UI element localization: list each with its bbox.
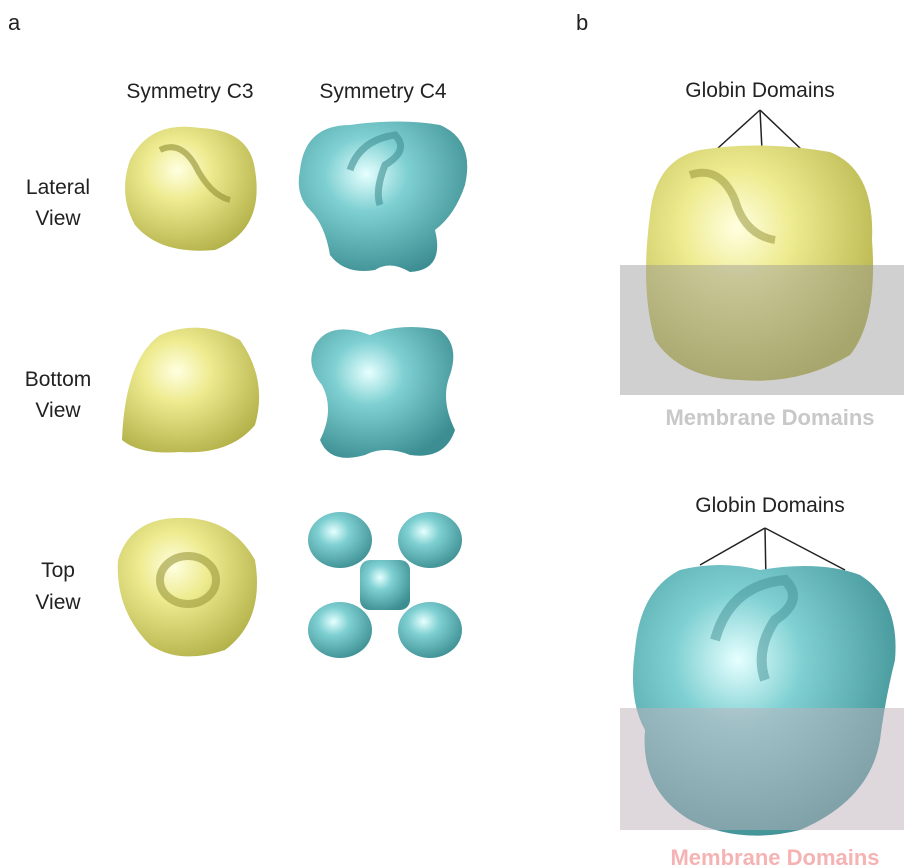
- panel-label: b: [576, 10, 588, 35]
- density-detail: [158, 144, 231, 203]
- density-detail: [710, 574, 798, 682]
- membrane-region: [620, 265, 904, 395]
- row-label: View: [35, 399, 81, 422]
- membrane-region: [620, 708, 904, 830]
- annotation: Membrane Domains: [670, 845, 879, 868]
- density-map: [117, 517, 257, 657]
- density-map: [122, 327, 260, 453]
- pointer-lines: [717, 109, 803, 151]
- row-label: View: [35, 207, 81, 230]
- c4-maps: [298, 121, 468, 658]
- row-label: Top: [41, 559, 75, 582]
- c3-maps: [117, 126, 260, 657]
- row-label: Lateral: [26, 176, 90, 199]
- density-detail: [346, 131, 405, 207]
- density-detail: [688, 168, 776, 244]
- density-map: [125, 126, 257, 251]
- panel-label: a: [8, 10, 21, 35]
- annotation: Membrane Domains: [665, 405, 874, 430]
- density-map: [298, 121, 468, 272]
- annotation: Globin Domains: [685, 79, 834, 102]
- density-map: [646, 145, 874, 381]
- density-map: [311, 326, 455, 458]
- column-header: Symmetry C4: [319, 80, 447, 103]
- annotation: Globin Domains: [695, 494, 844, 517]
- column-header: Symmetry C3: [126, 80, 253, 103]
- density-map: [308, 512, 462, 658]
- density-detail: [156, 552, 220, 608]
- row-label: Bottom: [25, 368, 92, 391]
- row-label: View: [35, 591, 81, 614]
